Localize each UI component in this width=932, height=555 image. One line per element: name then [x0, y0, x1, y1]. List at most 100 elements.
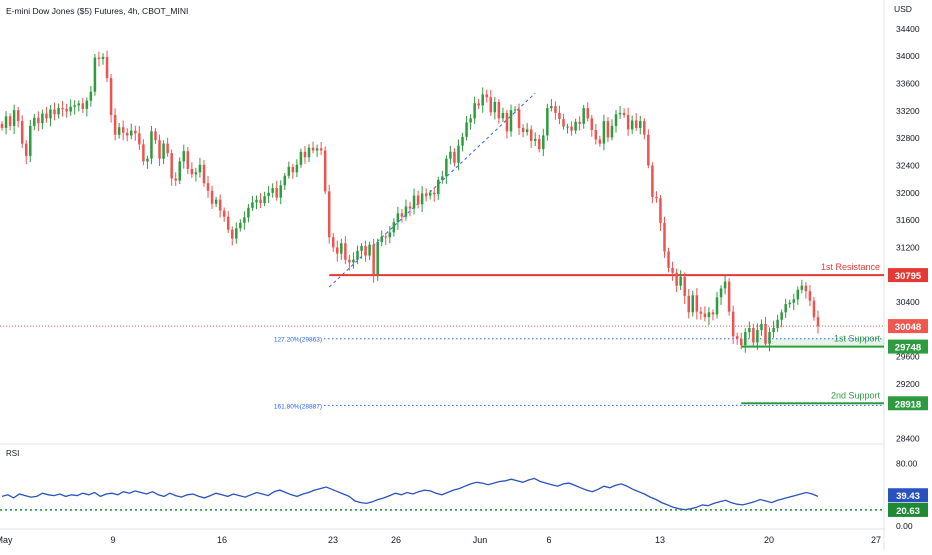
- candle-body: [768, 332, 771, 344]
- candle-body: [457, 145, 460, 163]
- candle-body: [723, 281, 727, 289]
- candle-body: [49, 109, 52, 119]
- candle-body: [760, 323, 763, 331]
- candle-body: [752, 328, 755, 343]
- candle-body: [445, 158, 448, 177]
- candle-body: [453, 151, 456, 163]
- axes-group: 34400 34000 33600 33200 32800 32400 32000 31600…: [0, 24, 928, 545]
- candle-body: [287, 166, 291, 176]
- candle-body: [493, 101, 497, 113]
- candle-body: [392, 222, 396, 233]
- rsi-tick-label: 80.00: [896, 459, 918, 469]
- currency-label: USD: [894, 4, 912, 14]
- candle-body: [477, 103, 480, 106]
- candle-body: [509, 110, 513, 132]
- candle-body: [428, 192, 432, 196]
- candle-body: [489, 97, 493, 113]
- candle-body: [412, 195, 416, 209]
- candle-body: [210, 190, 214, 204]
- time-tick-label: 26: [391, 535, 401, 545]
- candle-body: [323, 150, 327, 192]
- trendline-group: [328, 92, 536, 288]
- candles-group: [0, 50, 820, 353]
- candle-body: [20, 121, 24, 144]
- resistance-price-tag: 30795: [895, 271, 922, 282]
- candle-body: [618, 112, 622, 115]
- candle-body: [97, 57, 101, 59]
- candle-body: [550, 106, 553, 109]
- price-tick-label: 32000: [896, 188, 920, 198]
- candle-body: [420, 193, 424, 205]
- candle-body: [675, 272, 678, 286]
- candle-body: [804, 285, 808, 292]
- candle-body: [0, 123, 4, 128]
- candle-body: [643, 121, 646, 135]
- candle-body: [715, 297, 719, 315]
- candle-body: [348, 259, 351, 263]
- candle-body: [24, 143, 28, 156]
- candle-body: [497, 101, 501, 119]
- candle-body: [368, 244, 371, 256]
- candle-body: [639, 121, 642, 128]
- candle-body: [792, 299, 796, 303]
- candle-body: [259, 199, 262, 204]
- support-2-price-tag: 28918: [895, 399, 921, 410]
- candle-body: [101, 56, 105, 59]
- candle-body: [364, 246, 367, 256]
- candle-body: [206, 183, 210, 191]
- candle-body: [45, 113, 48, 119]
- candle-body: [33, 117, 36, 126]
- candle-body: [214, 199, 218, 204]
- candle-body: [788, 302, 791, 305]
- candle-body: [170, 153, 173, 179]
- candle-body: [85, 100, 89, 109]
- candle-body: [41, 113, 44, 124]
- candle-body: [582, 108, 585, 124]
- candle-body: [441, 176, 444, 180]
- candle-body: [130, 130, 133, 136]
- candle-body: [748, 328, 751, 333]
- candle-body: [538, 138, 541, 150]
- candle-body: [481, 94, 484, 106]
- candle-body: [808, 291, 812, 301]
- candle-body: [667, 251, 670, 268]
- support-1-price-tag-bg: [888, 339, 928, 354]
- candle-body: [780, 312, 783, 320]
- candle-body: [529, 129, 533, 141]
- candle-body: [796, 289, 800, 300]
- candle-body: [299, 151, 303, 165]
- candle-body: [570, 126, 573, 131]
- candle-body: [687, 295, 690, 313]
- candle-body: [671, 267, 674, 273]
- candle-body: [525, 129, 529, 133]
- candle-body: [731, 311, 735, 337]
- last-price-tag: 30048: [895, 322, 921, 333]
- candle-body: [764, 323, 767, 344]
- candle-body: [57, 108, 60, 115]
- resistance-label: 1st Resistance: [821, 262, 880, 272]
- price-tick-label: 29600: [896, 352, 920, 362]
- candle-body: [198, 164, 202, 173]
- price-tick-label: 34400: [896, 24, 920, 34]
- candle-body: [400, 213, 404, 217]
- candle-body: [37, 117, 40, 124]
- candle-body: [812, 300, 816, 318]
- candle-body: [719, 288, 723, 298]
- candle-body: [73, 105, 76, 107]
- candle-body: [263, 196, 266, 204]
- candle-body: [707, 312, 711, 318]
- candle-body: [574, 121, 577, 131]
- candle-body: [121, 127, 125, 133]
- candle-body: [533, 138, 537, 141]
- candle-body: [505, 112, 509, 132]
- candle-body: [614, 114, 618, 126]
- support-2-price-tag-bg: [888, 396, 928, 411]
- candle-body: [134, 130, 137, 134]
- candle-body: [231, 229, 234, 239]
- candle-body: [513, 109, 517, 111]
- candle-body: [659, 198, 662, 223]
- time-tick-label: Jun: [473, 535, 488, 545]
- candle-body: [703, 313, 707, 318]
